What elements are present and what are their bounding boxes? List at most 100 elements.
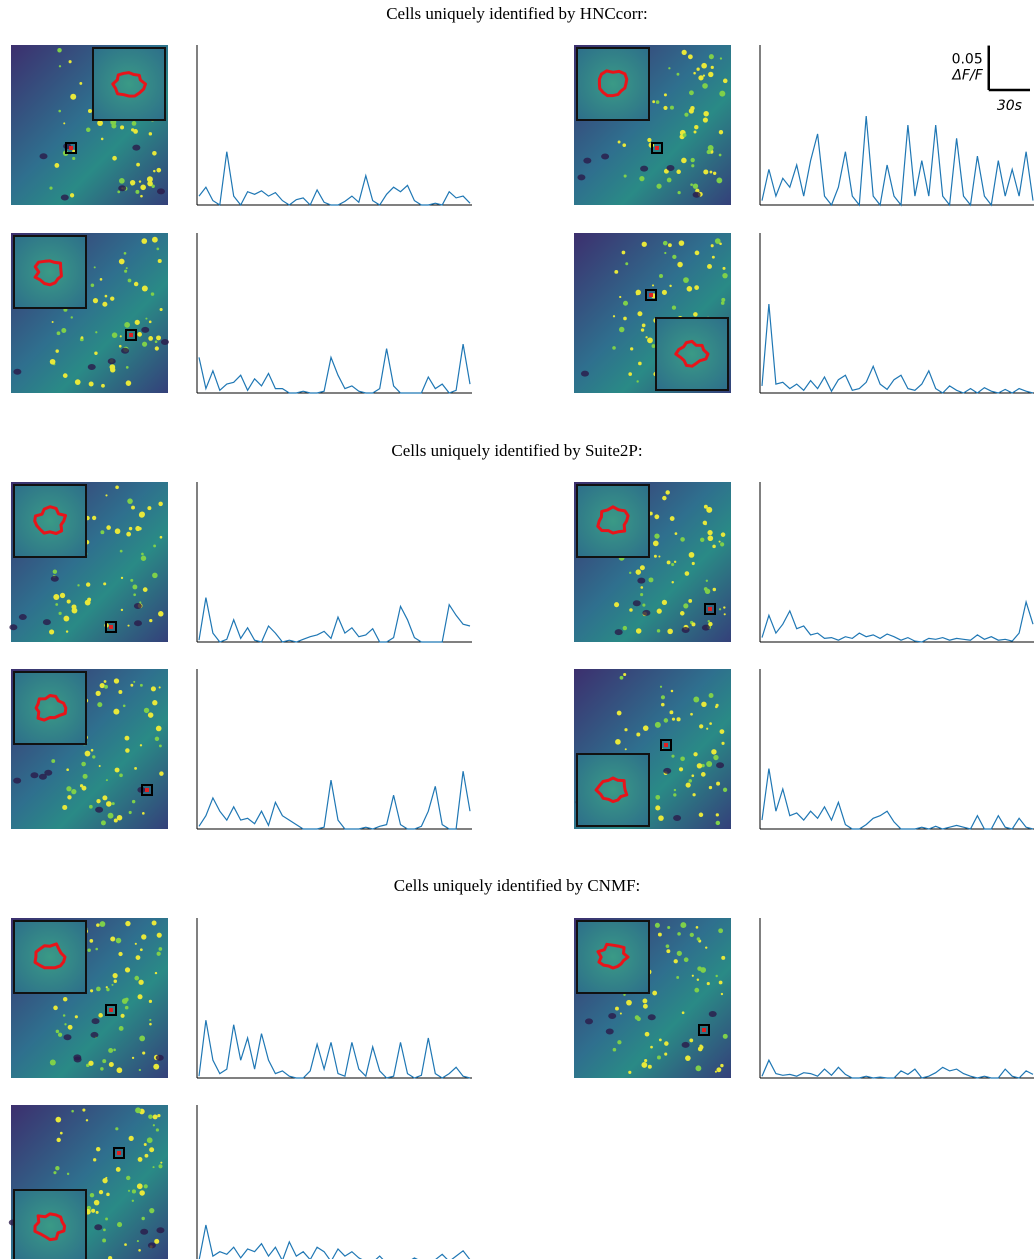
dark-spot	[156, 1227, 165, 1234]
dark-spot	[30, 772, 39, 779]
bright-spot	[699, 1044, 703, 1048]
bright-spot	[637, 311, 643, 317]
bright-spot	[636, 1016, 641, 1022]
bright-spot	[133, 593, 136, 597]
bright-spot	[146, 176, 153, 183]
bright-spot	[159, 535, 163, 539]
dark-spot	[39, 153, 48, 160]
bright-spot	[721, 297, 726, 302]
bright-spot	[154, 346, 159, 351]
bright-spot	[715, 703, 719, 707]
bright-spot	[658, 815, 664, 821]
bright-spot	[698, 812, 704, 818]
bright-spot	[143, 1184, 148, 1189]
bright-spot	[99, 921, 106, 927]
bright-spot	[99, 682, 105, 689]
bright-spot	[95, 690, 101, 696]
bright-spot	[641, 323, 646, 328]
bright-spot	[102, 795, 108, 801]
bright-spot	[615, 739, 621, 745]
bright-spot	[656, 1055, 661, 1060]
bright-spot	[707, 619, 710, 623]
bright-spot	[684, 571, 690, 576]
trace	[761, 1058, 1034, 1079]
bright-spot	[624, 748, 627, 751]
bright-spot	[108, 1047, 114, 1053]
bright-spot	[135, 1107, 141, 1114]
bright-spot	[149, 1018, 152, 1022]
bright-spot	[721, 955, 726, 960]
bright-spot	[671, 717, 676, 721]
bright-spot	[147, 180, 153, 187]
inset	[576, 47, 650, 121]
bright-spot	[679, 611, 685, 616]
bright-spot	[689, 90, 694, 96]
cell-contour	[111, 71, 147, 98]
bright-spot	[672, 254, 677, 260]
bright-spot	[90, 283, 95, 288]
bright-spot	[105, 986, 108, 989]
bright-spot	[683, 277, 689, 284]
bright-spot	[151, 236, 158, 243]
dark-spot	[584, 1018, 593, 1025]
bright-spot	[665, 490, 670, 495]
bright-spot	[626, 999, 632, 1006]
roi-marker	[698, 1024, 710, 1036]
bright-spot	[719, 242, 722, 246]
bright-spot	[691, 622, 696, 627]
bright-spot	[716, 177, 723, 184]
bright-spot	[718, 608, 722, 611]
bright-spot	[51, 320, 54, 323]
bright-spot	[716, 1067, 722, 1073]
bright-spot	[131, 505, 135, 510]
bright-spot	[141, 238, 148, 244]
bright-spot	[71, 604, 77, 610]
bright-spot	[638, 361, 642, 366]
bright-spot	[619, 1012, 622, 1015]
bright-spot	[62, 996, 68, 1002]
bright-spot	[131, 1056, 135, 1060]
dark-spot	[73, 1056, 82, 1063]
bright-spot	[62, 804, 68, 811]
bright-spot	[107, 1256, 113, 1259]
roi-dot	[145, 788, 149, 792]
cell-image	[574, 669, 731, 829]
bright-spot	[100, 820, 106, 826]
dark-spot	[42, 619, 51, 626]
bright-spot	[119, 549, 123, 553]
bright-spot	[663, 105, 668, 110]
dark-spot	[640, 165, 649, 172]
bright-spot	[654, 721, 661, 728]
dark-spot	[605, 1028, 614, 1035]
bright-spot	[87, 109, 92, 114]
bright-spot	[116, 1067, 123, 1074]
bright-spot	[687, 54, 693, 60]
bright-spot	[718, 980, 723, 985]
bright-spot	[134, 766, 137, 770]
bright-spot	[89, 804, 93, 809]
dark-spot	[13, 777, 22, 784]
dark-spot	[601, 153, 610, 160]
bright-spot	[138, 511, 145, 518]
bright-spot	[90, 989, 94, 993]
bright-spot	[692, 793, 696, 797]
bright-spot	[640, 328, 645, 332]
bright-spot	[670, 689, 674, 693]
bright-spot	[681, 1011, 685, 1015]
bright-spot	[152, 1166, 155, 1169]
dark-spot	[91, 1018, 100, 1025]
bright-spot	[80, 336, 84, 340]
bright-spot	[110, 296, 115, 301]
bright-spot	[88, 381, 94, 387]
bright-spot	[707, 263, 712, 269]
bright-spot	[119, 335, 122, 338]
bright-spot	[113, 818, 118, 823]
bright-spot	[131, 799, 136, 804]
bright-spot	[669, 710, 674, 715]
bright-spot	[697, 966, 702, 971]
bright-spot	[115, 485, 119, 490]
section-title: Cells uniquely identified by CNMF:	[394, 876, 641, 895]
bright-spot	[148, 336, 154, 341]
bright-spot	[690, 712, 693, 716]
